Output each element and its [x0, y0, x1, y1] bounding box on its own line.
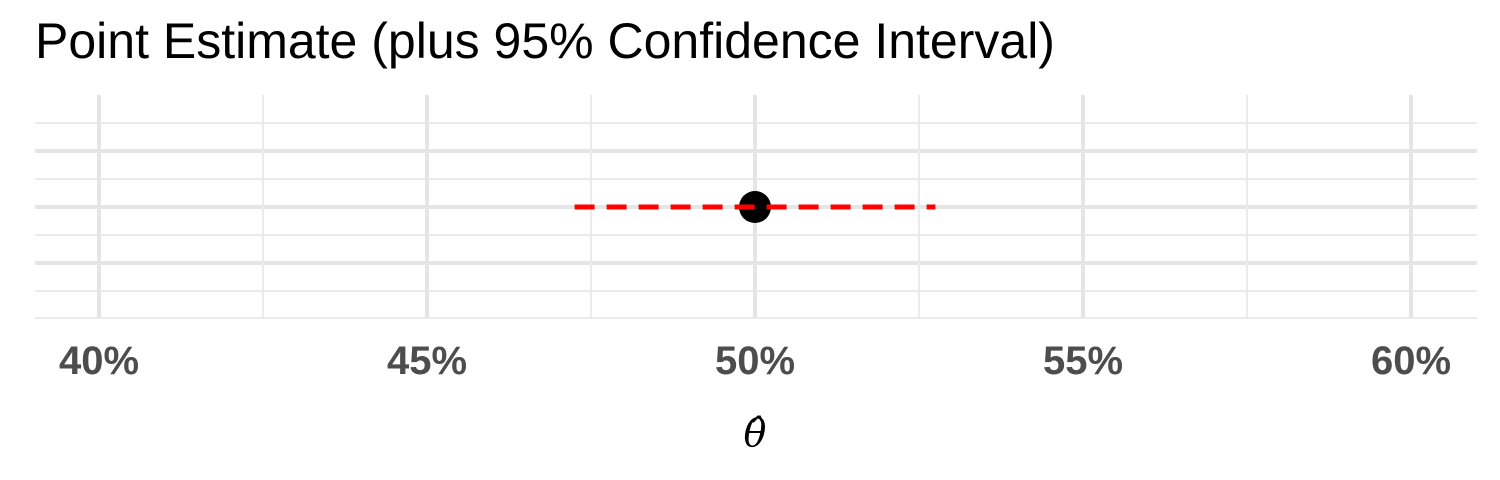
x-tick-label: 40%	[59, 339, 139, 383]
chart-title: Point Estimate (plus 95% Confidence Inte…	[35, 13, 1055, 69]
x-tick-label: 45%	[387, 339, 467, 383]
x-tick-label: 50%	[715, 339, 795, 383]
point-estimate	[739, 191, 771, 223]
x-axis-ticks: 40% 45% 50% 55% 60%	[59, 339, 1451, 383]
x-tick-label: 60%	[1371, 339, 1451, 383]
x-tick-label: 55%	[1043, 339, 1123, 383]
data-layer	[574, 191, 936, 223]
x-axis-label: θ̂	[744, 411, 767, 455]
